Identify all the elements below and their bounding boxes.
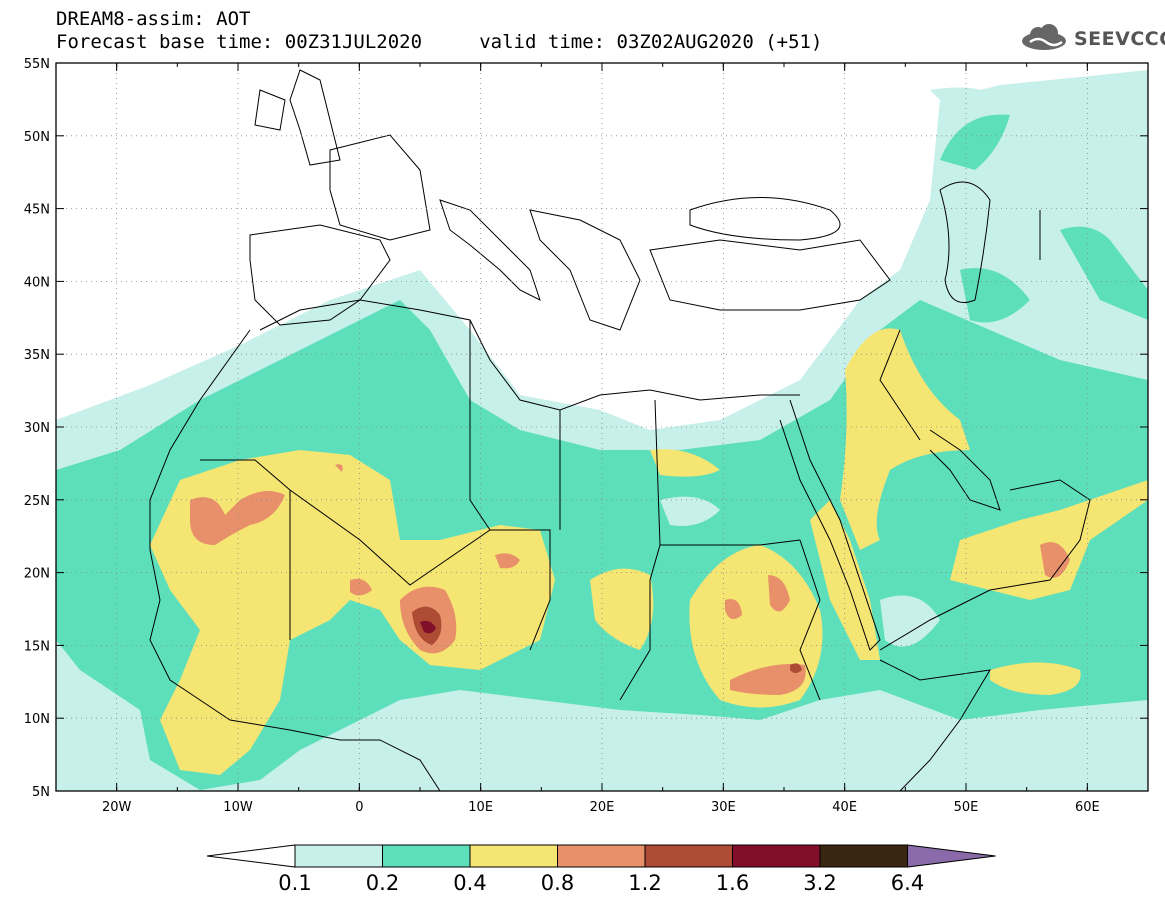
y-tick-label: 50N bbox=[24, 130, 50, 145]
x-tick-label: 40E bbox=[832, 800, 857, 815]
seevccc-logo: SEEVCCC bbox=[1018, 24, 1165, 54]
colorbar-label: 0.1 bbox=[278, 871, 311, 895]
colorbar-segment bbox=[294, 844, 383, 868]
colorbar-label: 0.8 bbox=[541, 871, 574, 895]
x-tick-label: 0 bbox=[355, 800, 363, 815]
title-line-2: Forecast base time: 00Z31JUL2020 valid t… bbox=[56, 31, 823, 53]
contour-0.4 bbox=[150, 450, 555, 775]
colorbar-label: 1.2 bbox=[628, 871, 661, 895]
logo-text: SEEVCCC bbox=[1074, 28, 1165, 50]
colorbar-label: 3.2 bbox=[803, 871, 836, 895]
x-tick-label: 50E bbox=[954, 800, 979, 815]
y-tick-label: 40N bbox=[24, 275, 50, 290]
colorbar-segment bbox=[732, 844, 821, 868]
x-tick-label: 20E bbox=[590, 800, 615, 815]
y-tick-label: 35N bbox=[24, 348, 50, 363]
colorbar-under-triangle bbox=[206, 844, 296, 868]
colorbar-over-triangle bbox=[907, 844, 996, 868]
y-tick-label: 20N bbox=[24, 567, 50, 582]
y-tick-label: 15N bbox=[24, 639, 50, 654]
x-tick-label: 10E bbox=[468, 800, 493, 815]
colorbar-segment bbox=[382, 844, 471, 868]
y-axis: 55N 50N 45N 40N 35N 30N 25N 20N 15N 10N 5N bbox=[24, 57, 1148, 800]
colorbar-segment bbox=[644, 844, 733, 868]
x-tick-label: 60E bbox=[1075, 800, 1100, 815]
y-tick-label: 30N bbox=[24, 421, 50, 436]
x-axis: 20W 10W 0 10E 20E 30E 40E 50E 60E bbox=[55, 63, 1149, 815]
colorbar-label: 6.4 bbox=[891, 871, 924, 895]
contour-1.6 bbox=[420, 620, 436, 634]
colorbar-segment bbox=[469, 844, 558, 868]
colorbar-segment bbox=[819, 844, 908, 868]
colorbar: 0.1 0.2 0.4 0.8 1.2 1.6 3.2 6.4 bbox=[206, 844, 996, 895]
x-tick-label: 30E bbox=[711, 800, 736, 815]
gridlines bbox=[56, 63, 1148, 791]
aot-field bbox=[56, 63, 1148, 791]
y-tick-label: 55N bbox=[24, 57, 50, 72]
x-tick-label: 20W bbox=[102, 800, 132, 815]
y-tick-label: 10N bbox=[24, 712, 50, 727]
colorbar-label: 0.4 bbox=[453, 871, 486, 895]
colorbar-segment bbox=[557, 844, 646, 868]
colorbar-label: 1.6 bbox=[716, 871, 749, 895]
contour-0.8 bbox=[190, 491, 285, 545]
coastlines bbox=[149, 69, 1091, 791]
cloud-icon bbox=[1022, 24, 1066, 50]
y-tick-label: 25N bbox=[24, 494, 50, 509]
colorbar-label: 0.2 bbox=[366, 871, 399, 895]
title-line-1: DREAM8-assim: AOT bbox=[56, 8, 251, 30]
y-tick-label: 5N bbox=[32, 785, 50, 800]
y-tick-label: 45N bbox=[24, 203, 50, 218]
x-tick-label: 10W bbox=[223, 800, 253, 815]
